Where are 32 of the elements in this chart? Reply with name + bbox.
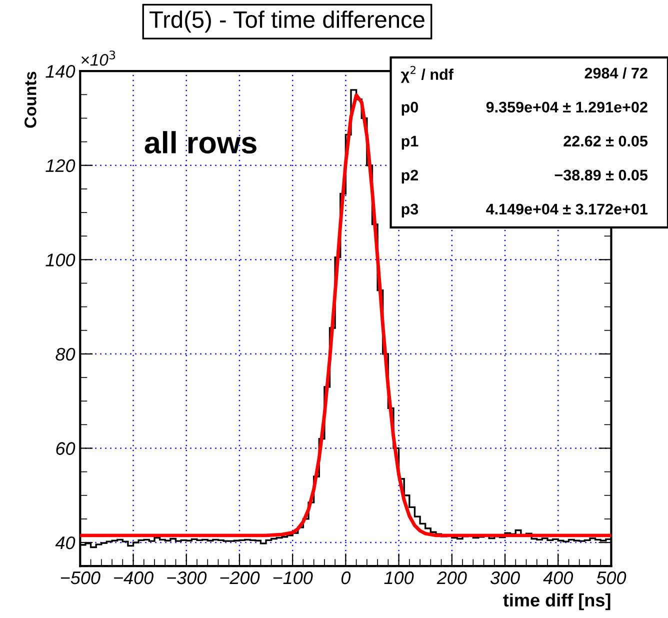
x-axis-title: time diff [ns] bbox=[503, 593, 610, 610]
annotation: all rows bbox=[144, 131, 256, 154]
chart-title: Trd(5) - Tof time difference bbox=[150, 10, 424, 33]
y-tick-label: 60 bbox=[56, 442, 76, 455]
x-tick-label: −300 bbox=[167, 571, 207, 584]
x-tick-label: −200 bbox=[220, 571, 260, 584]
annotation: p1 bbox=[402, 136, 418, 150]
x-tick-label: 400 bbox=[543, 571, 574, 584]
y-tick-label: 140 bbox=[46, 65, 76, 78]
y-tick-label: 80 bbox=[56, 348, 76, 361]
x-tick-label: 100 bbox=[384, 571, 414, 584]
annotation: 2984 / 72 bbox=[584, 67, 648, 79]
x-tick-label: 300 bbox=[490, 571, 520, 584]
annotation: 22.62 ± 0.05 bbox=[564, 136, 648, 147]
annotation: p2 bbox=[402, 170, 418, 184]
annotation: p3 bbox=[402, 204, 418, 218]
annotation: −38.89 ± 0.05 bbox=[554, 170, 648, 181]
x-tick-label: −100 bbox=[273, 571, 313, 584]
annotation: 9.359e+04 ± 1.291e+02 bbox=[486, 102, 648, 113]
annotation: χ$^{2}$ / ndf bbox=[400, 66, 454, 83]
annotation: p0 bbox=[402, 102, 418, 116]
x-tick-label: 200 bbox=[436, 571, 467, 584]
y-tick-label: 100 bbox=[46, 254, 76, 266]
y-tick-label: 40 bbox=[55, 536, 76, 550]
x-tick-label: −500 bbox=[60, 571, 100, 584]
x-tick-label: 500 bbox=[596, 571, 626, 584]
annotation: 4.149e+04 ± 3.172e+01 bbox=[486, 204, 648, 215]
y-tick-label: 120 bbox=[46, 159, 76, 172]
text: ×10$^{3}$ bbox=[82, 50, 116, 66]
x-tick-label: 0 bbox=[341, 571, 351, 584]
y-axis-title: Counts bbox=[24, 72, 36, 128]
x-tick-label: −400 bbox=[114, 571, 154, 584]
